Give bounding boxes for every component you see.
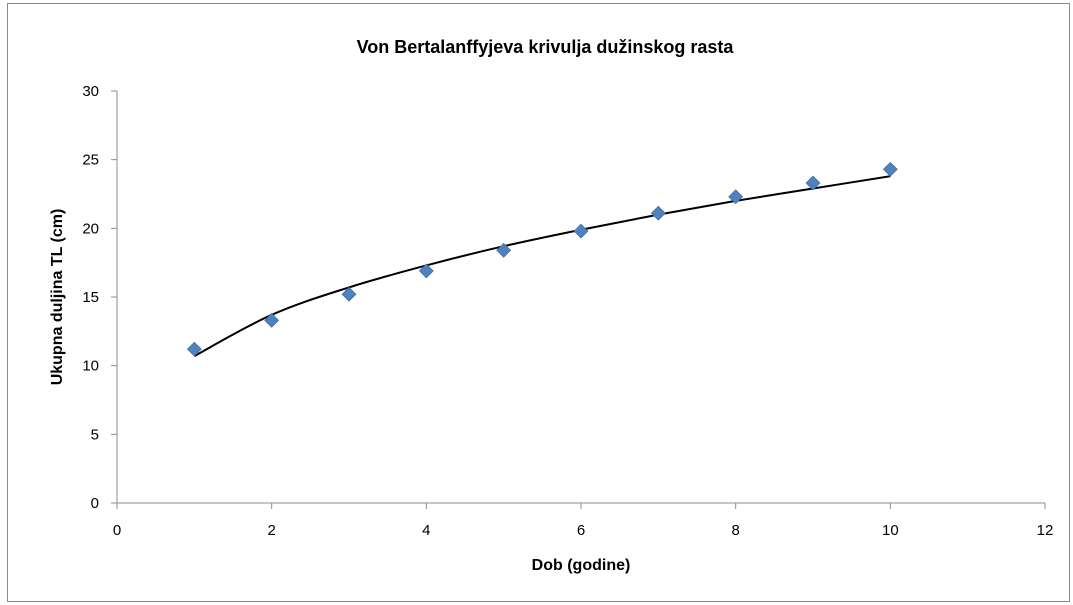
fitted-curve-line [193, 175, 891, 357]
data-point [264, 312, 280, 328]
y-tick-label: 25 [82, 152, 99, 169]
chart-frame [7, 3, 1070, 602]
axes [116, 91, 1045, 504]
data-point [186, 341, 202, 357]
data-points [186, 161, 898, 357]
x-tick-label: 8 [731, 522, 739, 539]
data-point [728, 189, 744, 205]
data-point [418, 263, 434, 279]
y-tick-label: 20 [82, 220, 99, 237]
data-point [882, 161, 898, 177]
x-tick-label: 4 [422, 522, 430, 539]
x-ticks: 0 2 4 6 8 10 12 [113, 503, 1054, 539]
x-tick-label: 6 [577, 522, 585, 539]
y-axis-title: Ukupna duljina TL (cm) [49, 209, 66, 386]
data-point [805, 175, 821, 191]
data-point [496, 242, 512, 258]
data-point [341, 286, 357, 302]
x-tick-label: 12 [1037, 522, 1054, 539]
y-tick-label: 5 [91, 426, 99, 443]
x-tick-label: 10 [882, 522, 899, 539]
x-tick-label: 0 [113, 522, 121, 539]
y-tick-label: 10 [82, 358, 99, 375]
y-tick-label: 0 [91, 495, 99, 512]
x-axis-title: Dob (godine) [532, 557, 631, 574]
chart-title: Von Bertalanffyjeva krivulja dužinskog r… [357, 37, 735, 57]
data-point [573, 223, 589, 239]
y-ticks: 0 5 10 15 20 25 30 [82, 83, 117, 512]
data-point [650, 205, 666, 221]
y-tick-label: 15 [82, 289, 99, 306]
x-tick-label: 2 [267, 522, 275, 539]
y-tick-label: 30 [82, 83, 99, 100]
